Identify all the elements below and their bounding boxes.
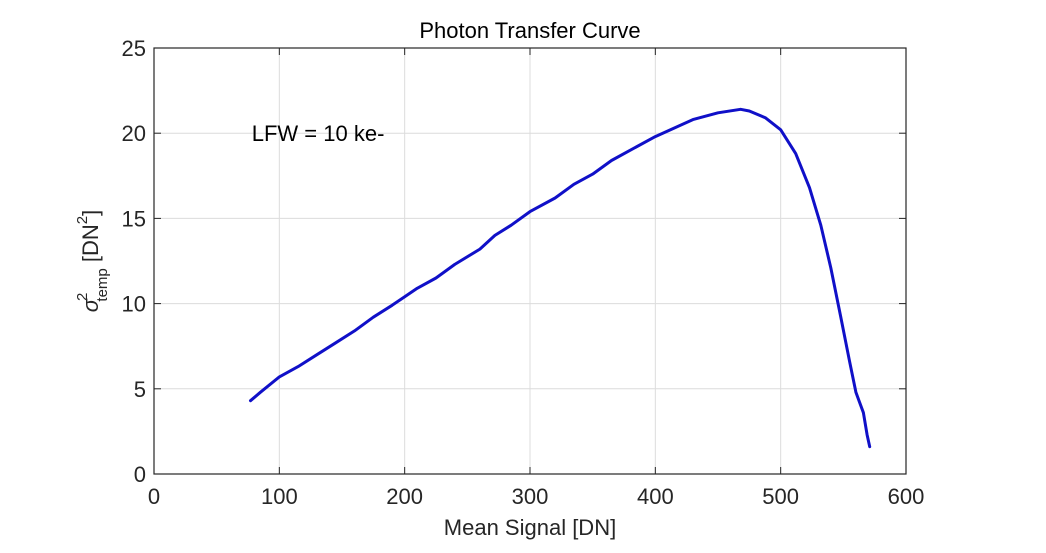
x-tick-label: 400 — [637, 484, 674, 509]
x-tick-label: 100 — [261, 484, 298, 509]
y-axis-unit-superscript: 2 — [74, 216, 91, 224]
x-tick-label: 300 — [512, 484, 549, 509]
plot-frame — [153, 47, 907, 475]
x-axis-title: Mean Signal [DN] — [444, 515, 616, 540]
x-tick-label: 600 — [888, 484, 925, 509]
y-axis-subscript: temp — [94, 268, 111, 301]
x-tick-label: 200 — [386, 484, 423, 509]
lfw-annotation: LFW = 10 ke- — [252, 121, 385, 146]
y-axis-symbol: σ — [78, 298, 103, 312]
tick-labels: 0 100 200 300 400 500 600 0 5 10 15 20 25 — [122, 36, 925, 509]
y-tick-label: 25 — [122, 36, 146, 61]
x-tick-label: 500 — [762, 484, 799, 509]
y-axis-unit-open: [DN — [78, 224, 103, 268]
y-axis-title: σ2 temp [DN2] — [74, 210, 111, 312]
series-group — [249, 107, 872, 449]
chart-title: Photon Transfer Curve — [419, 18, 640, 43]
y-axis-superscript: 2 — [74, 293, 91, 301]
y-tick-label: 10 — [122, 292, 146, 317]
y-axis-unit-close: ] — [78, 210, 103, 216]
x-tick-label: 0 — [148, 484, 160, 509]
y-tick-label: 15 — [122, 206, 146, 231]
y-tick-label: 5 — [134, 377, 146, 402]
y-tick-label: 20 — [122, 121, 146, 146]
series-line — [249, 107, 872, 449]
y-tick-label: 0 — [134, 462, 146, 487]
